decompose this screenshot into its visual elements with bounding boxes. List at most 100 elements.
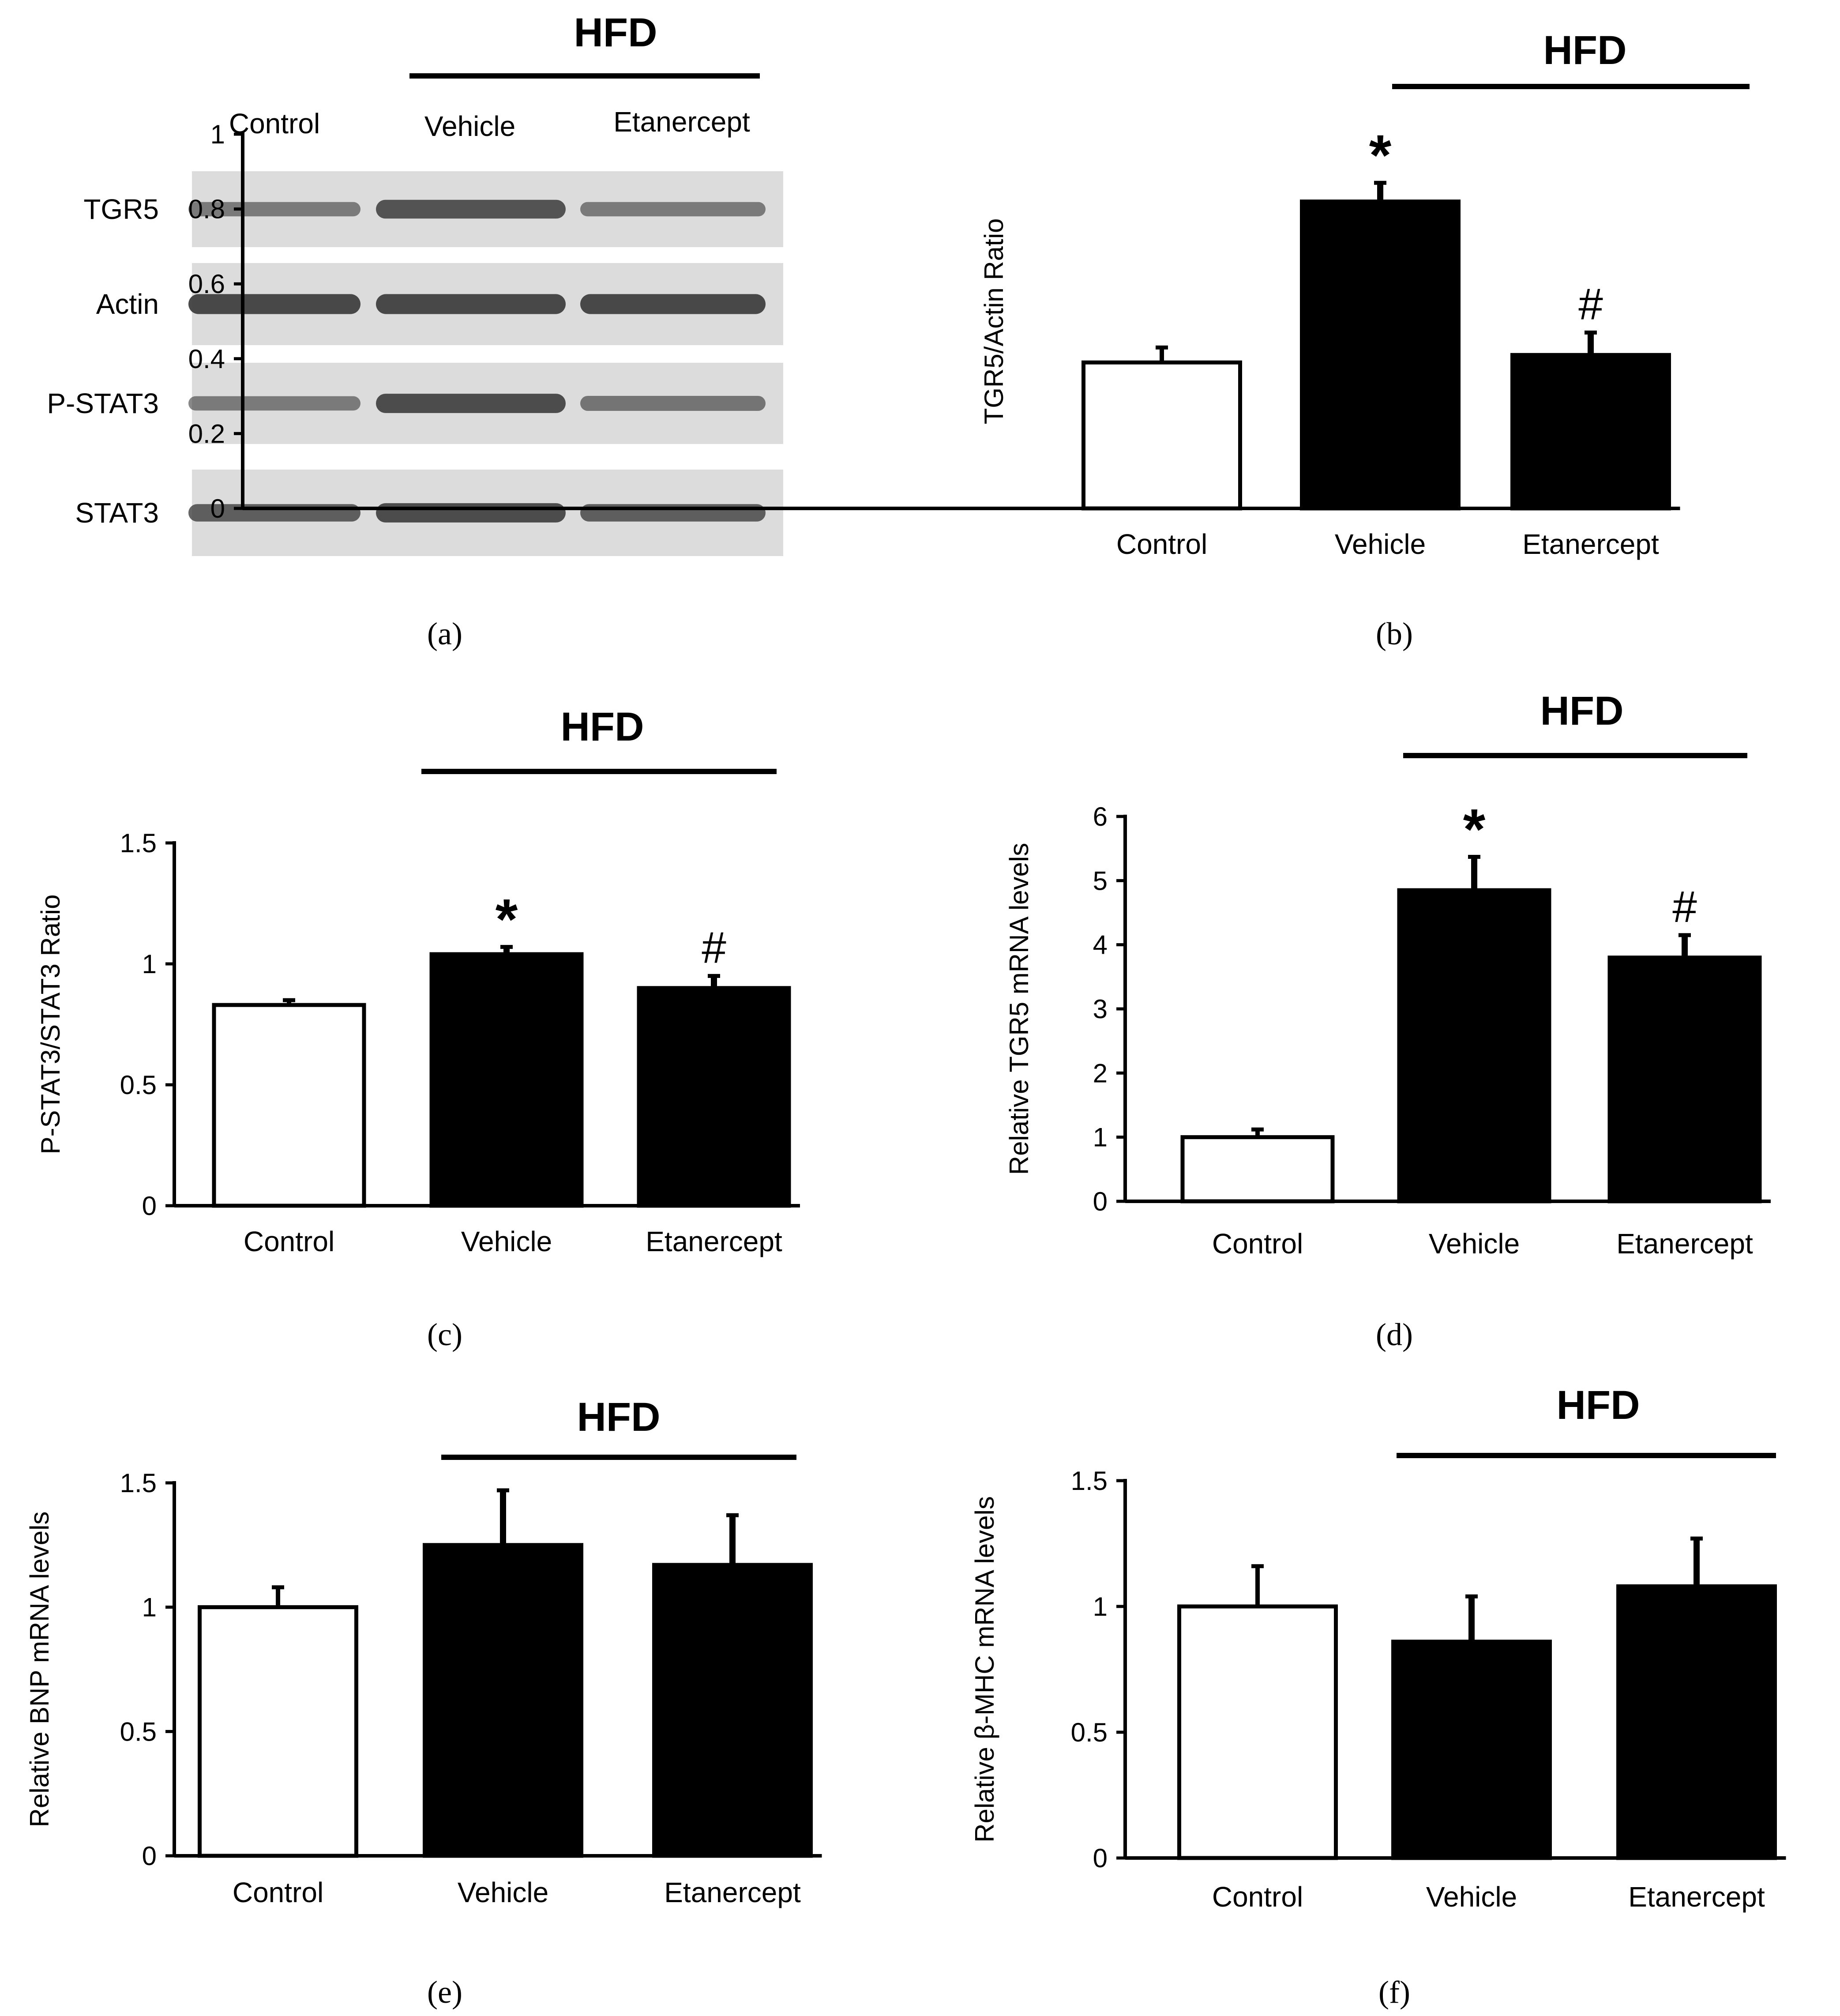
blot-band <box>376 394 566 413</box>
bar-etanercept <box>1510 353 1671 511</box>
panel-label-b: (b) <box>1376 616 1413 651</box>
y-tick-label: 1 <box>142 1593 157 1622</box>
blot-band <box>580 294 766 314</box>
y-axis-title: Relative β-MHC mRNA levels <box>970 1496 999 1843</box>
y-tick-label: 1 <box>142 949 157 979</box>
blot-column-label-vehicle: Vehicle <box>424 110 515 142</box>
bar-etanercept <box>1616 1584 1777 1860</box>
blot-row-label: STAT3 <box>75 497 159 529</box>
significance-hash-marker: # <box>1578 279 1603 329</box>
x-tick-label-vehicle: Vehicle <box>461 1226 552 1257</box>
x-tick-label-etanercept: Etanercept <box>1616 1228 1753 1260</box>
bar-control <box>1180 1135 1335 1204</box>
x-tick-label-control: Control <box>1212 1228 1303 1260</box>
panel-label-f: (f) <box>1378 1975 1410 2010</box>
y-tick-label: 0 <box>1093 1187 1108 1216</box>
significance-star-marker: * <box>1463 797 1486 861</box>
blot-band <box>188 294 360 314</box>
blot-row-p-stat3: P-STAT3 <box>47 363 783 444</box>
x-tick-label-control: Control <box>244 1226 334 1257</box>
y-tick-label: 3 <box>1093 994 1108 1024</box>
chart-panel-f: HFD 0 0.5 1 1.5 Control Vehicle Etanercept Relat… <box>970 1383 1786 1913</box>
y-tick-label: 0.4 <box>188 344 225 374</box>
blot-row-label: TGR5 <box>83 193 159 225</box>
y-tick-label: 0.6 <box>188 269 225 299</box>
significance-star-marker: * <box>1369 123 1392 187</box>
x-tick-label-etanercept: Etanercept <box>646 1226 782 1257</box>
y-tick-label: 4 <box>1093 930 1108 960</box>
bar-vehicle <box>423 1543 583 1858</box>
y-tick-label: 1 <box>1093 1123 1108 1152</box>
y-tick-label: 0.8 <box>188 195 225 224</box>
hfd-label: HFD <box>1543 28 1626 73</box>
bar-control <box>1081 360 1242 511</box>
y-axis-title: Relative TGR5 mRNA levels <box>1004 843 1034 1175</box>
y-tick-label: 2 <box>1093 1058 1108 1088</box>
bar-vehicle <box>1300 199 1461 511</box>
y-axis-title: TGR5/Actin Ratio <box>979 218 1009 425</box>
hfd-label: HFD <box>1556 1383 1640 1428</box>
y-tick-label: 0 <box>210 494 225 523</box>
significance-hash-marker: # <box>702 923 726 972</box>
bar-vehicle <box>1397 888 1551 1204</box>
panel-label-c: (c) <box>427 1317 462 1352</box>
blot-band <box>376 199 566 219</box>
y-tick-label: 1.5 <box>120 1468 157 1498</box>
y-tick-label: 0.5 <box>1071 1718 1108 1747</box>
blot-row-stat3: STAT3 <box>75 470 783 556</box>
y-tick-label: 1.5 <box>1071 1466 1108 1496</box>
blot-band <box>580 202 766 217</box>
blot-column-label-etanercept: Etanercept <box>613 106 750 138</box>
blot-band <box>580 396 766 411</box>
y-axis-title: Relative BNP mRNA levels <box>25 1512 54 1828</box>
blot-band <box>188 396 360 411</box>
blot-row-actin: Actin <box>96 263 783 345</box>
y-tick-label: 0.2 <box>188 419 225 448</box>
x-tick-label-control: Control <box>1116 528 1207 560</box>
blot-hfd-label: HFD <box>574 10 657 55</box>
x-tick-label-vehicle: Vehicle <box>1429 1228 1520 1260</box>
x-tick-label-etanercept: Etanercept <box>1628 1881 1765 1913</box>
panel-label-a: (a) <box>427 616 462 651</box>
y-tick-label: 0 <box>142 1841 157 1871</box>
chart-panel-d: HFD * #0 1 2 3 4 5 6 Control Vehicle Etanercept Rela… <box>1004 688 1771 1260</box>
y-tick-label: 6 <box>1093 802 1108 831</box>
y-axis-title: P-STAT3/STAT3 Ratio <box>36 894 65 1154</box>
x-tick-label-vehicle: Vehicle <box>1335 528 1426 560</box>
y-tick-label: 0 <box>1093 1843 1108 1873</box>
y-tick-label: 1 <box>1093 1592 1108 1621</box>
significance-star-marker: * <box>496 887 518 952</box>
bar-vehicle <box>429 952 584 1208</box>
x-tick-label-vehicle: Vehicle <box>458 1877 548 1908</box>
blot-band <box>376 503 566 523</box>
hfd-label: HFD <box>1540 688 1623 733</box>
y-tick-label: 1.5 <box>120 828 157 858</box>
blot-row-label: P-STAT3 <box>47 387 159 419</box>
panel-label-e: (e) <box>427 1975 462 2010</box>
blot-band <box>376 294 566 314</box>
y-tick-label: 0 <box>142 1191 157 1221</box>
x-tick-label-etanercept: Etanercept <box>1522 528 1659 560</box>
significance-hash-marker: # <box>1672 882 1697 932</box>
bar-etanercept <box>1607 955 1762 1204</box>
bar-control <box>212 1003 366 1208</box>
bar-etanercept <box>652 1563 813 1858</box>
x-tick-label-control: Control <box>1212 1881 1303 1913</box>
y-tick-label: 0.5 <box>120 1717 157 1746</box>
bar-vehicle <box>1391 1640 1552 1860</box>
blot-row-tgr5: TGR5 <box>83 171 783 247</box>
y-tick-label: 1 <box>210 120 225 149</box>
x-tick-label-control: Control <box>233 1877 323 1908</box>
bar-control <box>198 1605 358 1858</box>
hfd-label: HFD <box>560 704 644 749</box>
hfd-label: HFD <box>577 1395 660 1440</box>
chart-panel-c: HFD * #0 0.5 1 1.5 Control Vehicle Etanercept P-S… <box>36 704 800 1257</box>
y-tick-label: 0.5 <box>120 1070 157 1100</box>
x-tick-label-vehicle: Vehicle <box>1426 1881 1517 1913</box>
western-blot-panel: HFD Control Vehicle Etanercept TGR5Actin… <box>47 10 783 556</box>
y-tick-label: 5 <box>1093 866 1108 895</box>
chart-panel-e: HFD 0 0.5 1 1.5 Control Vehicle Etanercept Relat… <box>25 1395 822 1908</box>
chart-panel-b: HFD * #0 0.2 0.4 0.6 0.8 1 Control Vehicle Etanerc… <box>188 28 1750 560</box>
blot-band <box>188 202 360 217</box>
